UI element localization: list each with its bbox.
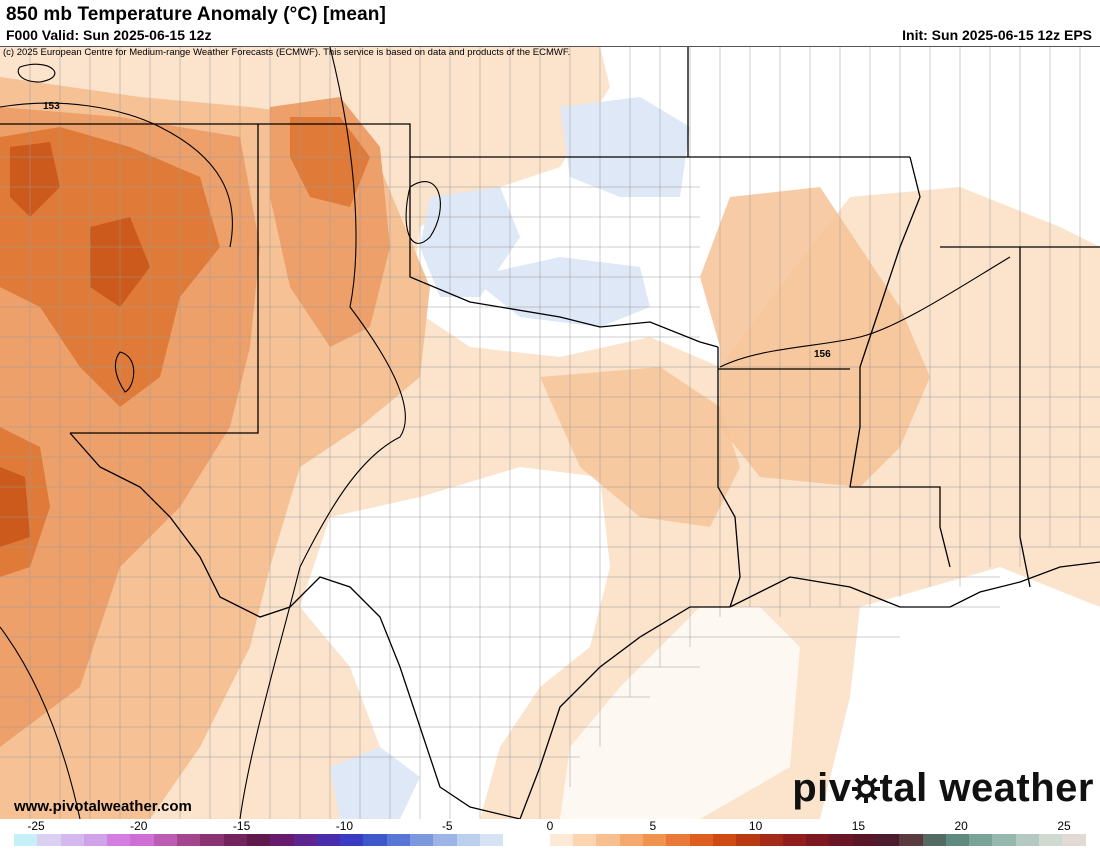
colorbar-swatch: [107, 834, 131, 846]
colorbar-swatch: [363, 834, 387, 846]
colorbar-swatch: [782, 834, 807, 846]
colorbar-tick-label: 20: [954, 819, 968, 833]
colorbar-tick-label: 25: [1057, 819, 1071, 833]
colorbar-swatch: [200, 834, 224, 846]
colorbar-swatch: [83, 834, 108, 846]
colorbar-swatch: [689, 834, 713, 846]
colorbar-swatch: [526, 834, 550, 846]
colorbar-swatch: [1015, 834, 1040, 846]
brand-text-left: piv: [792, 766, 852, 810]
contour-label-153: 153: [43, 101, 60, 112]
colorbar-swatch: [969, 834, 993, 846]
map-title: 850 mb Temperature Anomaly (°C) [mean]: [6, 4, 386, 25]
colorbar-tick-label: -10: [335, 819, 354, 833]
colorbar-swatch: [503, 834, 527, 846]
colorbar-tick-label: 10: [748, 819, 763, 833]
colorbar-swatch: [479, 834, 504, 846]
colorbar-swatch: [992, 834, 1016, 846]
colorbar-swatch: [922, 834, 946, 846]
colorbar-swatch: [712, 834, 737, 846]
colorbar-swatch: [1062, 834, 1086, 846]
colorbar-swatch: [1039, 834, 1063, 846]
colorbar-tick-label: 0: [546, 819, 554, 833]
colorbar-swatch: [456, 834, 480, 846]
colorbar-swatch: [619, 834, 644, 846]
colorbar-swatch: [130, 834, 154, 846]
colorbar-swatch: [759, 834, 783, 846]
colorbar-tick-label: 5: [649, 819, 657, 833]
colorbar-swatch: [153, 834, 178, 846]
colorbar-swatch: [899, 834, 923, 846]
colorbar-swatch: [340, 834, 364, 846]
height-contours: [0, 47, 1011, 819]
contour-label-156: 156: [814, 349, 831, 360]
colorbar-swatch: [596, 834, 620, 846]
colorbar-swatch: [852, 834, 876, 846]
colorbar-swatch: [875, 834, 900, 846]
colorbar-swatch: [736, 834, 760, 846]
colorbar-ticks: -25 -20 -15 -10 -5 0 5 10 15 20 25: [0, 818, 1100, 834]
colorbar-swatch: [246, 834, 271, 846]
anomaly-map[interactable]: [0, 47, 1100, 819]
sun-gear-icon: [851, 766, 880, 811]
colorbar-swatch: [945, 834, 970, 846]
colorbar-tick-label: 15: [851, 819, 866, 833]
colorbar-swatch: [223, 834, 247, 846]
colorbar-swatch: [37, 834, 61, 846]
brand-text-right: tal weather: [879, 766, 1094, 810]
colorbar-swatch: [433, 834, 457, 846]
init-time: Init: Sun 2025-06-15 12z EPS: [902, 27, 1092, 43]
colorbar: [14, 834, 1086, 846]
colorbar-tick-label: -15: [232, 819, 251, 833]
colorbar-swatch: [806, 834, 830, 846]
colorbar-tick-label: -25: [27, 819, 45, 833]
colorbar-swatch: [386, 834, 411, 846]
colorbar-swatch: [829, 834, 853, 846]
colorbar-swatch: [573, 834, 597, 846]
colorbar-tick-label: -20: [130, 819, 148, 833]
pivotal-weather-logo: piv tal weather: [792, 766, 1094, 811]
colorbar-swatch: [14, 834, 38, 846]
copyright-notice: (c) 2025 European Centre for Medium-rang…: [3, 47, 571, 58]
colorbar-swatch: [316, 834, 341, 846]
map-panel[interactable]: 153 156: [0, 46, 1100, 819]
colorbar-swatch: [177, 834, 201, 846]
website-link[interactable]: www.pivotalweather.com: [14, 798, 192, 815]
state-borders: [0, 47, 1100, 819]
colorbar-swatch: [643, 834, 667, 846]
colorbar-swatch: [666, 834, 690, 846]
colorbar-swatch: [410, 834, 434, 846]
colorbar-swatch: [60, 834, 84, 846]
colorbar-tick-label: -5: [441, 819, 453, 833]
colorbar-swatch: [549, 834, 574, 846]
colorbar-swatch: [270, 834, 294, 846]
valid-time: F000 Valid: Sun 2025-06-15 12z: [6, 27, 212, 43]
header-bar: 850 mb Temperature Anomaly (°C) [mean] F…: [0, 0, 1100, 46]
colorbar-swatch: [293, 834, 317, 846]
